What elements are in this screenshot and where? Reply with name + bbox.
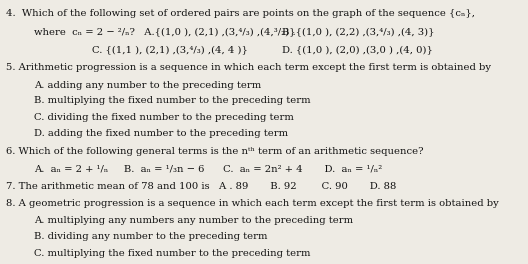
Text: B. multiplying the fixed number to the preceding term: B. multiplying the fixed number to the p… bbox=[34, 96, 311, 105]
Text: where  cₙ = 2 − ²/ₙ?   A.{(1,0 ), (2,1) ,(3,⁴/₃) ,(4,³/₂)}: where cₙ = 2 − ²/ₙ? A.{(1,0 ), (2,1) ,(3… bbox=[34, 28, 296, 37]
Text: C. dividing the fixed number to the preceding term: C. dividing the fixed number to the prec… bbox=[34, 113, 294, 122]
Text: B. dividing any number to the preceding term: B. dividing any number to the preceding … bbox=[34, 232, 268, 241]
Text: A. adding any number to the preceding term: A. adding any number to the preceding te… bbox=[34, 81, 261, 89]
Text: 7. The arithmetic mean of 78 and 100 is   A . 89       B. 92        C. 90       : 7. The arithmetic mean of 78 and 100 is … bbox=[6, 182, 397, 191]
Text: 4.  Which of the following set of ordered pairs are points on the graph of the s: 4. Which of the following set of ordered… bbox=[6, 9, 475, 18]
Text: D. adding the fixed number to the preceding term: D. adding the fixed number to the preced… bbox=[34, 129, 288, 138]
Text: 8. A geometric progression is a sequence in which each term except the first ter: 8. A geometric progression is a sequence… bbox=[6, 199, 499, 208]
Text: B .{(1,0 ), (2,2) ,(3,⁴/₃) ,(4, 3)}: B .{(1,0 ), (2,2) ,(3,⁴/₃) ,(4, 3)} bbox=[282, 28, 435, 37]
Text: D. {(1,0 ), (2,0) ,(3,0 ) ,(4, 0)}: D. {(1,0 ), (2,0) ,(3,0 ) ,(4, 0)} bbox=[282, 45, 433, 54]
Text: A.  aₙ = 2 + ¹/ₙ     B.  aₙ = ¹/₃n − 6      C.  aₙ = 2n² + 4       D.  aₙ = ¹/ₙ²: A. aₙ = 2 + ¹/ₙ B. aₙ = ¹/₃n − 6 C. aₙ =… bbox=[34, 164, 383, 173]
Text: 6. Which of the following general terms is the nᵗʰ term of an arithmetic sequenc: 6. Which of the following general terms … bbox=[6, 147, 424, 155]
Text: A. multiplying any numbers any number to the preceding term: A. multiplying any numbers any number to… bbox=[34, 216, 353, 225]
Text: 5. Arithmetic progression is a sequence in which each term except the first term: 5. Arithmetic progression is a sequence … bbox=[6, 63, 492, 72]
Text: C. multiplying the fixed number to the preceding term: C. multiplying the fixed number to the p… bbox=[34, 249, 311, 258]
Text: C. {(1,1 ), (2,1) ,(3,⁴/₃) ,(4, 4 )}: C. {(1,1 ), (2,1) ,(3,⁴/₃) ,(4, 4 )} bbox=[92, 45, 248, 54]
